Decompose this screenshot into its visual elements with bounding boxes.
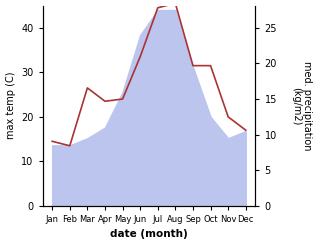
Y-axis label: max temp (C): max temp (C)	[5, 72, 16, 139]
Y-axis label: med. precipitation
(kg/m2): med. precipitation (kg/m2)	[291, 61, 313, 150]
X-axis label: date (month): date (month)	[110, 230, 188, 239]
